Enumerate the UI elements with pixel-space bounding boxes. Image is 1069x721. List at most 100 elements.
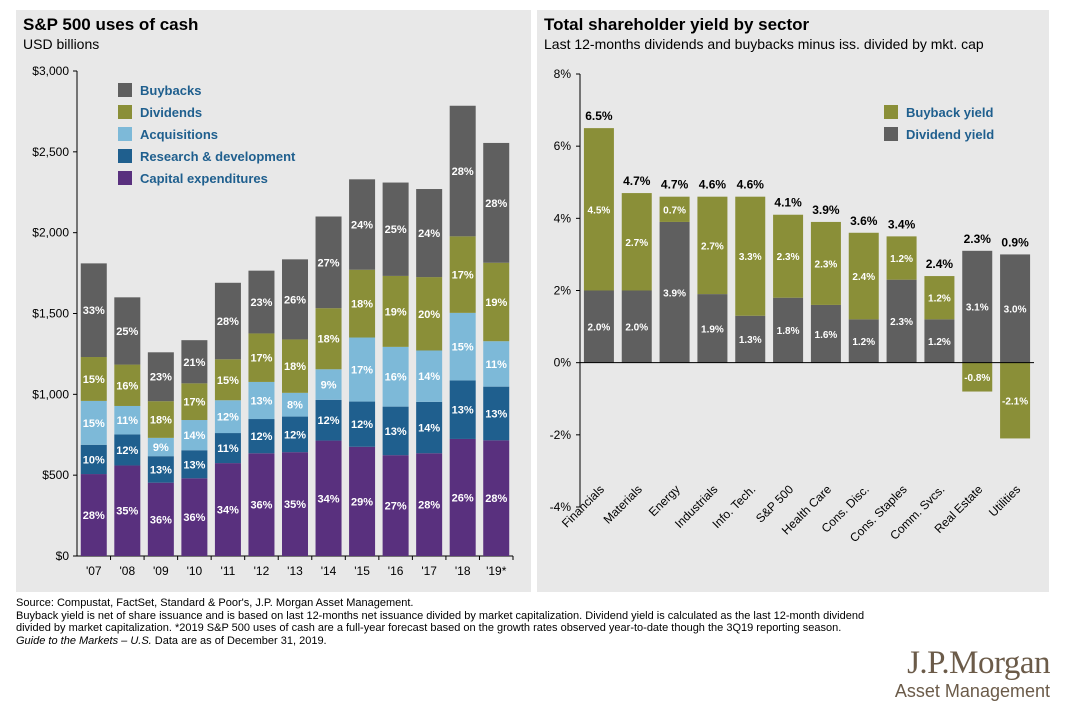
data-label-research: 12% bbox=[250, 431, 272, 443]
bar-segment-buyback-yield bbox=[810, 221, 841, 305]
bar-segment-acquisitions bbox=[416, 350, 443, 402]
data-label-acquisitions: 11% bbox=[486, 359, 508, 371]
bar-segment-research bbox=[114, 434, 141, 466]
total-yield-label: 3.9% bbox=[812, 203, 840, 217]
bar-segment-dividends bbox=[282, 339, 308, 393]
bar-segment-dividends bbox=[382, 275, 409, 347]
bar-segment-dividends bbox=[114, 364, 141, 406]
bar-segment-dividend-yield bbox=[735, 315, 766, 363]
bar-segment-acquisitions bbox=[214, 400, 241, 434]
bar-segment-dividend-yield bbox=[773, 297, 804, 363]
data-label-dividend-yield: 1.9% bbox=[701, 324, 724, 335]
bar-segment-acquisitions bbox=[349, 337, 376, 402]
legend-label-dividends: Dividends bbox=[140, 105, 202, 120]
x-tick-label: '07 bbox=[86, 564, 102, 578]
logo-subtitle: Asset Management bbox=[894, 681, 1050, 701]
data-label-buybacks: 23% bbox=[150, 372, 172, 384]
y-tick-label: $2,000 bbox=[32, 226, 69, 240]
data-label-acquisitions: 11% bbox=[117, 415, 139, 427]
data-date-note: Data are as of December 31, 2019. bbox=[151, 634, 327, 647]
jpmorgan-logo: J.P.Morgan Asset Management bbox=[885, 646, 1051, 702]
data-label-buybacks: 25% bbox=[116, 326, 138, 338]
bar-segment-buyback-yield bbox=[1000, 362, 1031, 439]
legend-swatch-buybacks bbox=[118, 83, 132, 97]
bar-segment-dividends bbox=[349, 269, 376, 338]
legend-swatch-research bbox=[118, 149, 132, 163]
bar-segment-buybacks bbox=[248, 270, 275, 334]
bar-segment-buybacks bbox=[449, 105, 476, 237]
data-label-capex: 28% bbox=[485, 493, 507, 505]
bar-segment-buybacks bbox=[382, 182, 409, 276]
shareholder-yield-title: Total shareholder yield by sector bbox=[544, 15, 810, 34]
bar-segment-acquisitions bbox=[315, 369, 342, 400]
data-label-buybacks: 28% bbox=[485, 198, 507, 210]
data-label-capex: 36% bbox=[150, 514, 172, 526]
bar-segment-buybacks bbox=[483, 142, 510, 263]
data-label-capex: 26% bbox=[452, 492, 474, 504]
total-yield-label: 4.6% bbox=[699, 178, 727, 192]
data-label-acquisitions: 15% bbox=[452, 342, 474, 354]
legend-swatch-dividends bbox=[118, 105, 132, 119]
data-label-dividends: 17% bbox=[183, 397, 205, 409]
x-tick-label: '08 bbox=[119, 564, 135, 578]
y-tick-label: $2,500 bbox=[32, 145, 69, 159]
bar-segment-dividend-yield bbox=[1000, 254, 1031, 363]
x-tick-label: '10 bbox=[187, 564, 203, 578]
bar-segment-acquisitions bbox=[80, 400, 107, 445]
bar-segment-capex bbox=[349, 446, 376, 556]
bar-segment-buyback-yield bbox=[583, 128, 614, 291]
bar-segment-buyback-yield bbox=[735, 196, 766, 316]
data-label-dividends: 18% bbox=[150, 415, 172, 427]
uses-of-cash-panel: S&P 500 uses of cash USD billions $0 $500… bbox=[16, 10, 531, 592]
bar-segment-dividend-yield bbox=[810, 304, 841, 363]
bar-segment-buybacks bbox=[214, 282, 241, 360]
bar-segment-research bbox=[147, 456, 174, 483]
shareholder-yield-chart: -4%-2%0%2%4%6%8%2.0%4.5%6.5%Financials2.… bbox=[550, 67, 1034, 545]
data-label-capex: 34% bbox=[217, 505, 239, 517]
data-label-dividend-yield: 1.8% bbox=[777, 326, 800, 337]
shareholder-yield-subtitle: Last 12-months dividends and buybacks mi… bbox=[544, 36, 984, 52]
bar-segment-buybacks bbox=[80, 263, 107, 358]
data-label-dividend-yield: 3.0% bbox=[1004, 305, 1027, 316]
data-label-acquisitions: 13% bbox=[250, 395, 272, 407]
data-label-dividend-yield: 1.6% bbox=[815, 330, 838, 341]
bar-segment-dividends bbox=[214, 359, 241, 401]
data-label-buybacks: 25% bbox=[385, 224, 407, 236]
bar-segment-dividend-yield bbox=[659, 221, 690, 363]
bar-segment-acquisitions bbox=[181, 420, 208, 451]
bar-segment-dividends bbox=[483, 262, 510, 342]
data-label-capex: 35% bbox=[116, 506, 138, 518]
y-tick-label: 0% bbox=[554, 356, 572, 370]
data-label-acquisitions: 8% bbox=[287, 400, 303, 412]
x-tick-label: '14 bbox=[321, 564, 337, 578]
bar-segment-dividends bbox=[181, 383, 208, 421]
bar-segment-capex bbox=[449, 438, 476, 556]
data-label-dividends: 17% bbox=[452, 270, 474, 282]
bar-segment-buyback-yield bbox=[697, 196, 728, 295]
bar-segment-research bbox=[282, 416, 308, 453]
data-label-research: 12% bbox=[318, 415, 340, 427]
bar-segment-buyback-yield bbox=[773, 214, 804, 298]
bar-segment-acquisitions bbox=[147, 437, 174, 457]
legend-label-capex: Capital expenditures bbox=[140, 171, 268, 186]
bar-segment-dividends bbox=[416, 277, 443, 351]
x-tick-label: '12 bbox=[254, 564, 270, 578]
data-label-buyback-yield: -2.1% bbox=[1002, 397, 1028, 408]
bar-segment-capex bbox=[214, 463, 241, 556]
data-label-acquisitions: 14% bbox=[183, 430, 205, 442]
x-tick-label: '16 bbox=[388, 564, 404, 578]
bar-segment-acquisitions bbox=[449, 312, 476, 381]
bar-segment-buybacks bbox=[282, 259, 308, 340]
bar-segment-acquisitions bbox=[248, 381, 275, 420]
bar-segment-research bbox=[349, 401, 376, 447]
bar-segment-capex bbox=[382, 455, 409, 556]
data-label-buyback-yield: -0.8% bbox=[964, 373, 990, 384]
data-label-buybacks: 24% bbox=[418, 228, 440, 240]
data-label-dividends: 20% bbox=[418, 309, 440, 321]
data-label-buybacks: 28% bbox=[217, 316, 239, 328]
bar-segment-buyback-yield bbox=[886, 236, 917, 280]
legend-swatch-acquisitions bbox=[118, 127, 132, 141]
bar-segment-capex bbox=[147, 482, 174, 556]
bar-segment-dividend-yield bbox=[924, 319, 955, 363]
data-label-research: 12% bbox=[116, 445, 138, 457]
